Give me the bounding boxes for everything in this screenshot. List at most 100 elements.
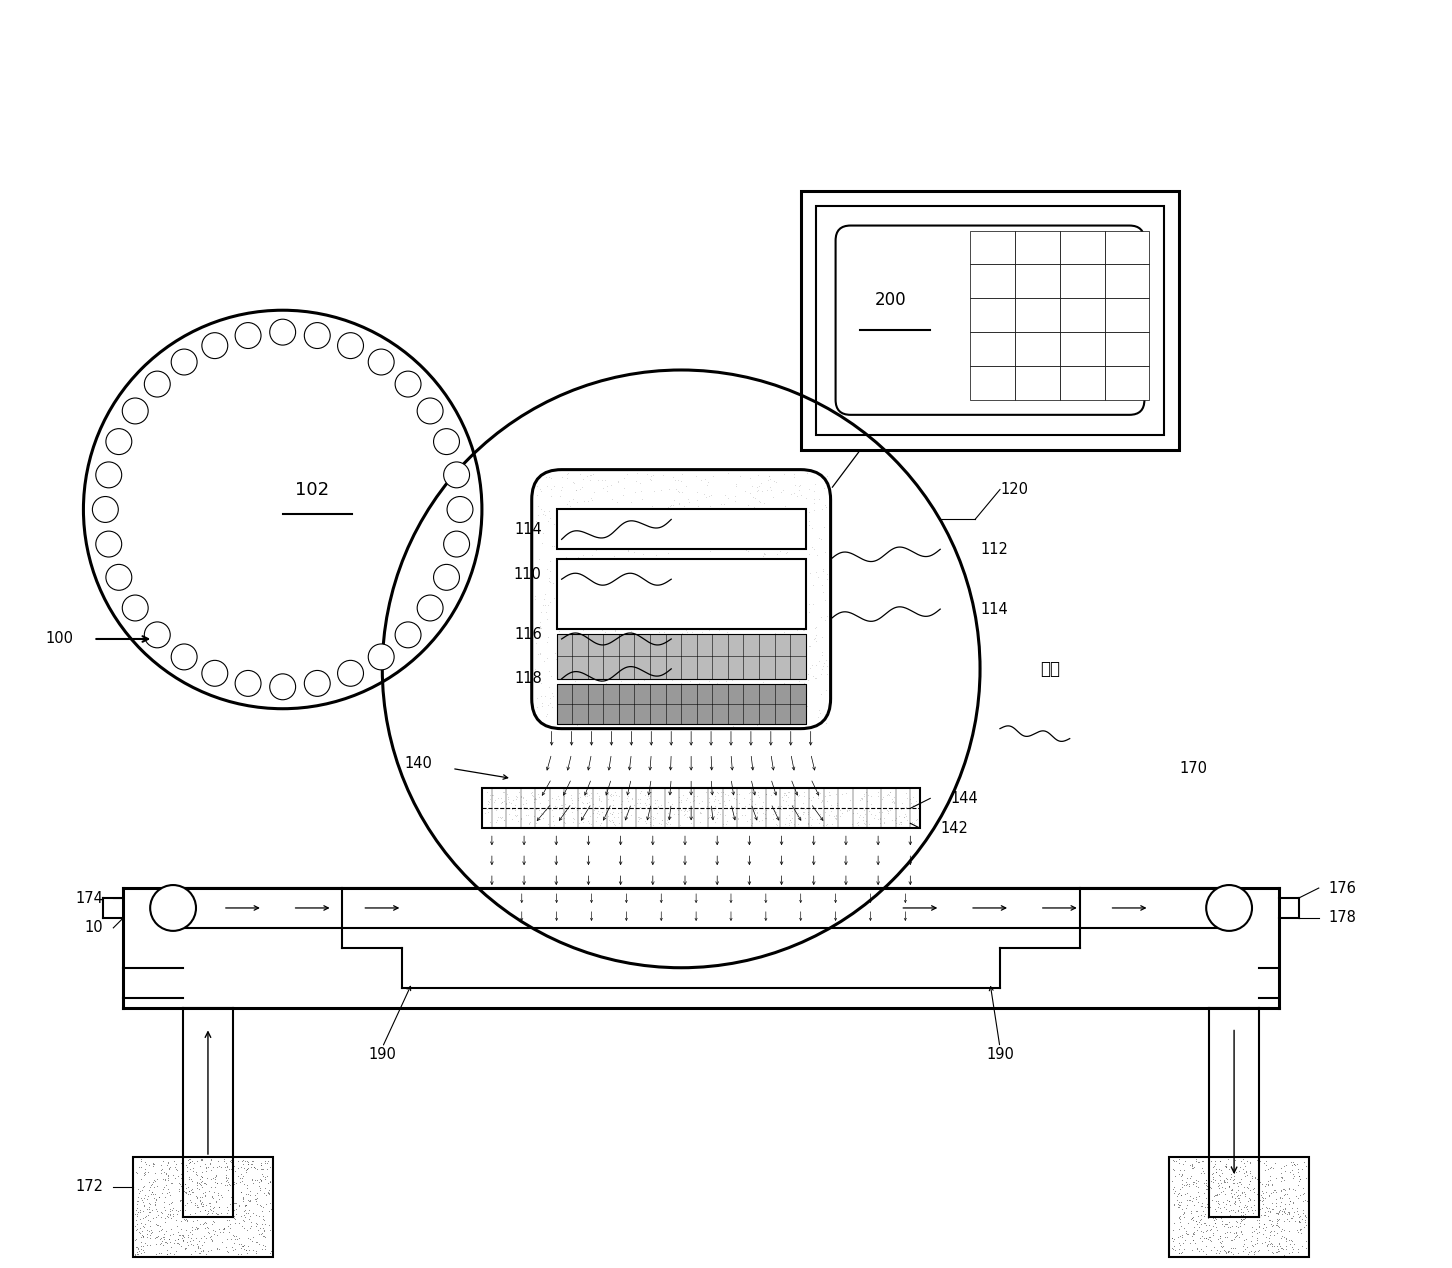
Point [1266, 1236, 1289, 1257]
Point [1269, 1221, 1292, 1241]
Bar [1060, 366, 1105, 399]
Point [626, 812, 649, 832]
Point [610, 664, 633, 685]
Point [529, 643, 552, 663]
Point [758, 624, 781, 644]
Point [1180, 1240, 1204, 1260]
Point [691, 623, 714, 643]
Point [810, 790, 833, 810]
Bar [556, 634, 806, 678]
Point [177, 1153, 200, 1173]
Point [138, 1211, 161, 1231]
Point [709, 569, 732, 590]
Point [534, 585, 558, 605]
Point [764, 643, 787, 663]
Point [788, 510, 812, 530]
Point [242, 1158, 266, 1178]
Point [713, 519, 736, 539]
Point [1221, 1187, 1244, 1207]
Point [725, 803, 748, 823]
Point [151, 1183, 174, 1203]
Point [623, 681, 646, 701]
Point [1162, 1183, 1185, 1203]
Point [1208, 1150, 1231, 1170]
Text: 190: 190 [369, 1047, 396, 1063]
Point [1170, 1164, 1194, 1184]
Point [697, 590, 720, 610]
Point [749, 497, 772, 517]
Point [652, 623, 675, 643]
Point [129, 1244, 152, 1264]
Point [190, 1149, 213, 1169]
Point [536, 695, 559, 715]
Point [874, 798, 897, 818]
Point [179, 1153, 202, 1173]
Point [192, 1173, 215, 1193]
Point [157, 1194, 180, 1215]
Point [1160, 1227, 1183, 1248]
Point [1167, 1192, 1191, 1212]
Point [743, 488, 767, 508]
Point [529, 792, 552, 813]
Point [568, 535, 591, 555]
Point [710, 600, 733, 620]
Point [768, 541, 791, 562]
Point [575, 782, 598, 803]
Point [161, 1165, 184, 1186]
Point [601, 795, 624, 815]
Point [141, 1200, 164, 1220]
Point [1218, 1201, 1241, 1221]
Point [216, 1155, 240, 1175]
Point [860, 804, 883, 824]
Point [1260, 1211, 1284, 1231]
Point [770, 619, 793, 639]
Point [742, 607, 765, 628]
Point [199, 1150, 222, 1170]
Point [125, 1163, 148, 1183]
Point [216, 1241, 240, 1262]
Point [563, 527, 587, 548]
Point [709, 634, 732, 654]
Point [1204, 1159, 1227, 1179]
Point [168, 1164, 192, 1184]
Point [157, 1165, 180, 1186]
Point [1195, 1197, 1218, 1217]
Point [171, 1231, 195, 1252]
Point [160, 1193, 183, 1213]
Point [594, 568, 617, 588]
Point [1273, 1169, 1297, 1189]
Point [1192, 1212, 1215, 1232]
Point [1253, 1205, 1276, 1225]
Point [186, 1235, 209, 1255]
Point [696, 487, 719, 507]
Point [550, 795, 574, 815]
Point [234, 1196, 257, 1216]
Point [1276, 1211, 1300, 1231]
Point [126, 1202, 150, 1222]
Point [738, 597, 761, 618]
Point [190, 1150, 213, 1170]
Point [637, 787, 661, 808]
Point [200, 1230, 224, 1250]
Point [202, 1220, 225, 1240]
Point [576, 810, 600, 831]
Point [1228, 1216, 1252, 1236]
Point [764, 522, 787, 543]
Point [187, 1244, 211, 1264]
Point [582, 515, 605, 535]
Point [748, 786, 771, 806]
Point [174, 1238, 197, 1258]
Point [134, 1154, 157, 1174]
Point [709, 804, 732, 824]
Point [540, 683, 563, 704]
Point [1198, 1215, 1221, 1235]
Point [659, 587, 682, 607]
Point [1243, 1182, 1266, 1202]
Point [1204, 1191, 1227, 1211]
Point [796, 670, 819, 690]
Point [743, 794, 767, 814]
Point [723, 700, 746, 720]
Point [1281, 1159, 1304, 1179]
Point [141, 1182, 164, 1202]
Point [774, 496, 797, 516]
